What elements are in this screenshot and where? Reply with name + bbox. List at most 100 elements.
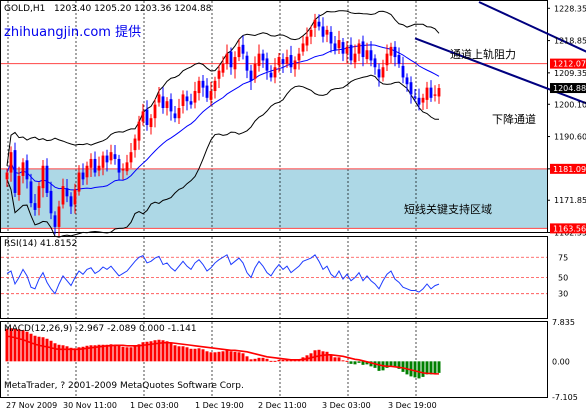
ohlc-values: 1203.40 1205.20 1203.36 1204.88	[54, 4, 212, 14]
macd-label: MACD(12,26,9) -2.967 -2.089 0.000 -1.141	[4, 324, 197, 334]
candle-body	[109, 152, 113, 161]
macd-histogram-bar	[97, 344, 101, 362]
candle-body	[21, 162, 25, 176]
price-axis-label: 1171.85	[554, 196, 586, 205]
price-label-box	[550, 163, 586, 174]
macd-histogram-bar	[101, 344, 105, 362]
candle-body	[409, 82, 413, 95]
price-label-text: 1212.07	[553, 60, 586, 69]
candle-body	[353, 53, 357, 63]
macd-histogram-bar	[125, 347, 129, 362]
macd-histogram-bar	[157, 339, 161, 362]
macd-histogram-bar	[249, 359, 253, 362]
x-axis-label: 27 Nov 2009	[6, 401, 57, 410]
candle-body	[253, 63, 257, 79]
macd-histogram-bar	[385, 361, 389, 368]
price-label-text: 1163.56	[553, 224, 586, 233]
macd-histogram-bar	[169, 343, 173, 362]
candle-body	[297, 53, 301, 61]
macd-histogram-bar	[29, 333, 33, 362]
candle-body	[69, 196, 73, 207]
candle-body	[325, 29, 329, 35]
price-axis-label: 1228.35	[554, 4, 586, 13]
candle-body	[81, 172, 85, 180]
candle-body	[189, 101, 193, 105]
macd-axis-label: 0.00	[552, 357, 570, 366]
candle-body	[277, 57, 281, 66]
macd-histogram-bar	[333, 357, 337, 362]
candle-body	[357, 43, 361, 54]
candle-body	[121, 169, 125, 171]
candle-body	[201, 80, 205, 88]
macd-histogram-bar	[65, 346, 69, 362]
candle-body	[53, 215, 57, 227]
macd-histogram-bar	[37, 336, 41, 362]
macd-histogram-bar	[109, 344, 113, 362]
macd-pane-frame	[0, 321, 548, 398]
macd-histogram-bar	[433, 361, 437, 374]
candle-body	[393, 46, 397, 58]
support-zone-band	[1, 168, 547, 229]
candle-body	[165, 101, 169, 109]
macd-histogram-bar	[81, 346, 85, 362]
macd-histogram-bar	[429, 361, 433, 375]
candle-body	[217, 70, 221, 79]
candle-body	[125, 162, 129, 172]
candle-body	[385, 53, 389, 66]
macd-histogram-bar	[337, 357, 341, 362]
macd-histogram-bar	[33, 335, 37, 362]
macd-histogram-bar	[225, 350, 229, 362]
candle-body	[341, 42, 345, 54]
macd-histogram-bar	[253, 358, 257, 362]
candle-body	[85, 165, 89, 178]
candle-body	[405, 77, 409, 85]
candle-body	[101, 155, 105, 168]
macd-histogram-bar	[165, 341, 169, 362]
macd-histogram-bar	[69, 347, 73, 362]
macd-histogram-bar	[401, 361, 405, 372]
candle-body	[421, 97, 425, 103]
candle-body	[137, 121, 141, 141]
candle-body	[145, 109, 149, 125]
macd-histogram-bar	[321, 351, 325, 362]
macd-histogram-bar	[197, 348, 201, 362]
macd-histogram-bar	[265, 358, 269, 362]
macd-histogram-bar	[213, 352, 217, 362]
candle-body	[133, 138, 137, 151]
candle-body	[29, 181, 33, 204]
candle-body	[97, 165, 101, 171]
rsi-label: RSI(14) 41.8152	[4, 239, 78, 249]
candle-body	[301, 43, 305, 52]
candle-body	[93, 158, 97, 173]
candle-body	[369, 50, 373, 61]
macd-histogram-bar	[137, 344, 141, 362]
price-label-text: 1181.09	[553, 165, 586, 174]
candle-body	[321, 26, 325, 37]
candle-body	[389, 46, 393, 56]
macd-histogram-bar	[421, 361, 425, 377]
rsi-pane-frame	[0, 236, 548, 319]
macd-histogram-bar	[221, 351, 225, 362]
macd-histogram-bar	[57, 344, 61, 362]
candle-body	[213, 80, 217, 92]
macd-histogram-bar	[85, 345, 89, 362]
candle-body	[417, 97, 421, 105]
rsi-line	[6, 254, 440, 295]
price-label-box	[550, 83, 586, 94]
macd-histogram-bar	[417, 361, 421, 379]
candle-body	[361, 41, 365, 58]
candle-body	[141, 111, 145, 122]
annotation-support-zone: 短线关键支持区域	[404, 203, 492, 216]
macd-histogram-bar	[277, 359, 281, 362]
macd-histogram-bar	[145, 341, 149, 362]
candle-body	[9, 152, 13, 173]
macd-signal-line	[6, 335, 439, 375]
candle-body	[89, 158, 93, 168]
candle-body	[49, 190, 53, 214]
watermark-text: zhihuangjin.com 提供	[4, 25, 142, 40]
macd-histogram-bar	[193, 348, 197, 362]
candle-body	[13, 150, 17, 193]
candle-body	[17, 175, 21, 195]
x-axis-label: 3 Dec 03:00	[322, 401, 371, 410]
macd-histogram-bar	[285, 359, 289, 362]
